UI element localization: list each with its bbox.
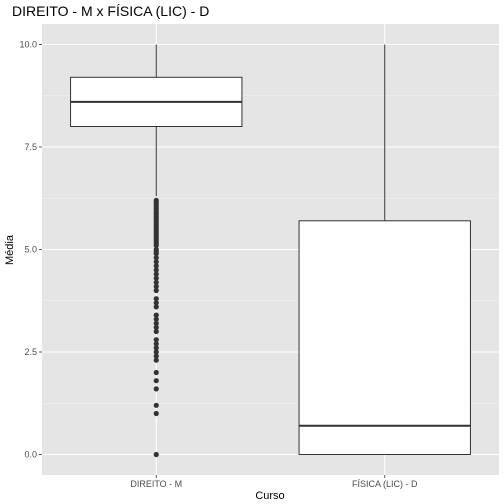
y-tick-label: 5.0 <box>24 245 37 255</box>
outlier-point <box>153 275 159 281</box>
boxes <box>70 44 471 458</box>
outlier-point <box>153 345 159 351</box>
outlier-point <box>153 328 159 335</box>
y-tick-label: 0.0 <box>24 450 37 460</box>
outlier-point <box>153 369 159 376</box>
outlier-point <box>153 267 159 273</box>
outlier-point <box>153 255 159 261</box>
y-tick-label: 2.5 <box>24 347 37 357</box>
y-tick-label: 10.0 <box>19 40 37 50</box>
outlier-point <box>153 312 159 318</box>
outlier-point <box>153 320 159 326</box>
outlier-point <box>153 324 159 330</box>
box-0 <box>70 44 243 458</box>
outlier-point <box>153 259 159 265</box>
outlier-point <box>153 378 159 384</box>
outlier-point <box>153 410 159 417</box>
x-axis-title: Curso <box>255 490 284 502</box>
outlier-point <box>153 263 159 269</box>
chart-title: DIREITO - M x FÍSICA (LIC) - D <box>12 3 209 19</box>
outlier-point <box>153 349 159 355</box>
outlier-point <box>153 337 159 343</box>
outlier-point <box>153 242 159 248</box>
x-tick-label: FÍSICA (LIC) - D <box>352 479 418 489</box>
outlier-point <box>153 402 159 408</box>
box-1 <box>298 44 471 455</box>
outlier-point <box>153 296 159 302</box>
outlier-point <box>153 251 159 257</box>
outlier-point <box>153 283 159 289</box>
outlier-point <box>153 451 159 458</box>
outlier-point <box>153 304 159 310</box>
y-axis: 0.0 2.5 5.0 7.5 10.0 <box>19 40 42 460</box>
outlier-point <box>153 357 159 363</box>
outlier-point <box>153 386 159 392</box>
y-tick-label: 7.5 <box>24 142 37 152</box>
outlier-point <box>153 287 159 294</box>
outlier-point <box>153 316 159 322</box>
outlier-point <box>153 300 159 306</box>
x-axis: DIREITO - M FÍSICA (LIC) - D <box>130 475 418 489</box>
x-tick-label: DIREITO - M <box>130 479 182 489</box>
y-axis-title: Média <box>4 234 16 265</box>
outlier-point <box>153 341 159 347</box>
outlier-point <box>153 271 159 277</box>
outlier-point <box>153 279 159 285</box>
box-body <box>298 220 471 455</box>
outlier-point <box>153 353 159 359</box>
